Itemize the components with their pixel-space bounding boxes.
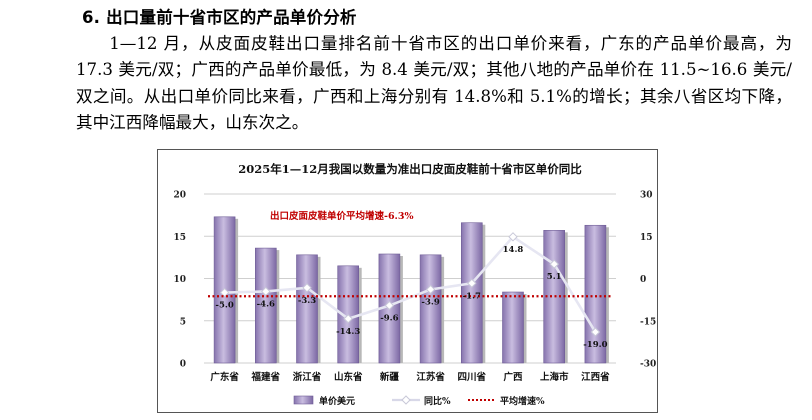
yoy-point [549,259,559,269]
category-label: 福建省 [251,371,281,383]
right-tick-label: 30 [640,191,653,201]
yoy-data-label: -9.6 [380,314,398,324]
right-tick-label: 0 [640,275,646,285]
yoy-point [590,327,601,337]
yoy-data-label: 5.1 [547,272,562,282]
category-label: 四川省 [458,371,487,383]
category-label: 广东省 [210,371,239,383]
yoy-point [302,283,312,293]
bar-广西 [502,291,524,364]
yoy-point [343,314,353,324]
chart-frame: 2025年1—12月我国以数量为准出口皮面皮鞋前十省市区单价同比 0 5 10 15 2… [157,149,658,413]
bar-四川省 [460,222,483,364]
yoy-data-label: -5.0 [215,301,233,311]
right-tick-label: -30 [640,360,656,370]
category-label: 广西 [503,371,523,383]
bar-福建省 [255,247,277,364]
category-label: 上海市 [540,371,569,383]
chart-title: 2025年1—12月我国以数量为准出口皮面皮鞋前十省市区单价同比 [238,162,582,176]
bar-江西省 [584,224,607,364]
legend-label-avg: 平均增速% [500,395,545,407]
bar-浙江省 [296,254,318,364]
yoy-data-label: -3.3 [298,296,316,306]
left-tick-label: 15 [173,233,186,243]
section-title: 6. 出口量前十省市区的产品单价分析 [82,8,357,27]
yoy-line [224,235,597,333]
category-label: 山东省 [334,371,363,383]
yoy-point [384,300,395,311]
yoy-point [425,284,436,295]
left-tick-label: 5 [180,317,186,327]
yoy-point [467,278,477,288]
paragraph-text: 1—12 月，从皮面皮鞋出口量排名前十省市区的出口单价来看，广东的产品单价最高，… [76,34,792,132]
left-tick-label: 10 [173,275,186,285]
legend-label-line: 同比% [424,395,451,407]
left-tick-label: 20 [173,191,186,201]
left-tick-label: 0 [180,360,186,370]
right-tick-label: -15 [640,317,656,327]
avg-growth-annotation: 出口皮面皮鞋单价平均增速-6.3% [270,210,414,222]
category-label: 江苏省 [416,371,445,383]
yoy-data-label: -3.9 [421,297,439,307]
category-label: 浙江省 [293,371,322,383]
legend-swatch-bar [293,395,314,405]
yoy-data-label: -4.6 [257,299,275,309]
yoy-data-label: -1.7 [463,291,481,301]
right-tick-label: 15 [640,233,653,243]
legend-marker [401,395,411,405]
yoy-data-label: -14.3 [336,327,360,337]
legend-label-bar: 单价美元 [319,395,355,407]
yoy-data-label: 14.8 [503,245,524,255]
analysis-paragraph: 1—12 月，从皮面皮鞋出口量排名前十省市区的出口单价来看，广东的产品单价最高，… [76,31,792,136]
yoy-point [261,286,271,297]
price-yoy-chart: 2025年1—12月我国以数量为准出口皮面皮鞋前十省市区单价同比 0 5 10 15 2… [173,162,656,407]
category-label: 江西省 [581,371,610,383]
yoy-point [508,232,518,242]
category-label: 新疆 [380,371,400,383]
bar-江苏省 [419,254,442,364]
yoy-data-label: -19.0 [583,340,607,350]
